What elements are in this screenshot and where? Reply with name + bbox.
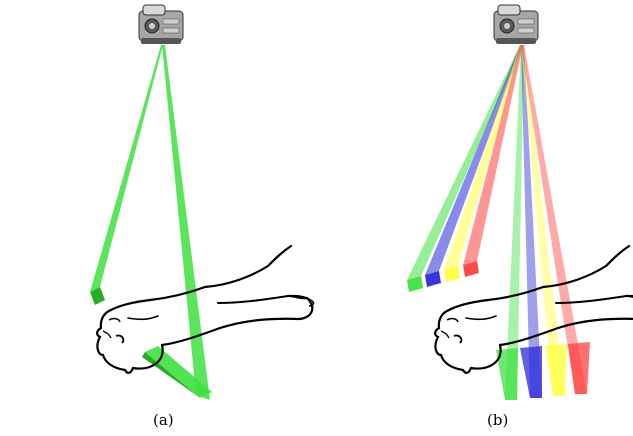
- beam-plane: [425, 45, 523, 275]
- beam-plane: [463, 45, 523, 265]
- beam-group: [407, 45, 590, 400]
- panel-b: [407, 4, 633, 400]
- beam-plane: [407, 45, 523, 280]
- beam-plane: [407, 276, 423, 292]
- beam-plane: [521, 45, 565, 396]
- beam-plane: [145, 346, 212, 398]
- panel-caption-a: (a): [153, 411, 174, 429]
- beam-plane: [520, 346, 542, 398]
- projector-icon: [138, 4, 184, 45]
- beam-plane: [90, 45, 163, 292]
- projector-icon: [493, 4, 539, 45]
- beam-plane: [545, 344, 567, 396]
- beam-plane: [568, 342, 590, 394]
- beam-plane: [162, 45, 210, 400]
- panel-a: [90, 4, 315, 400]
- beam-plane: [90, 287, 105, 305]
- person-figure: [96, 244, 315, 374]
- beam-plane: [496, 348, 518, 400]
- beam-plane: [505, 45, 524, 400]
- beam-plane: [425, 271, 441, 287]
- beam-plane: [444, 266, 460, 282]
- beam-plane: [463, 261, 479, 277]
- beam-plane: [444, 45, 523, 270]
- beam-group: [90, 45, 212, 400]
- beam-plane: [521, 45, 587, 394]
- panel-caption-b: (b): [487, 411, 509, 429]
- beam-plane: [521, 45, 542, 398]
